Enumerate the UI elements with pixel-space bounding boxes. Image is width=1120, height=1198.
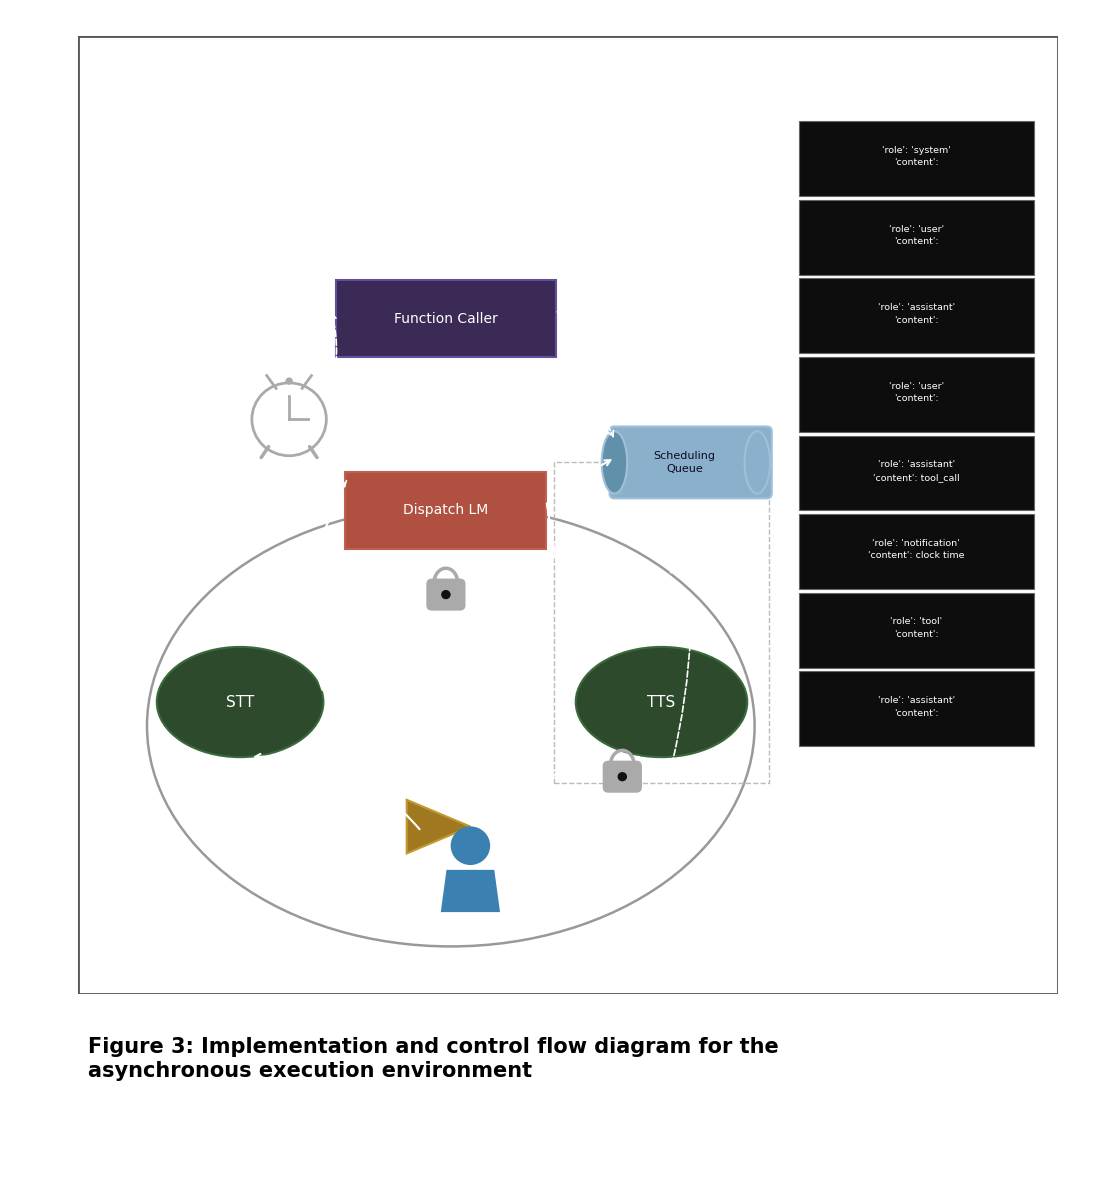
Text: 'role': 'system'
'content':: 'role': 'system' 'content': [881, 146, 951, 168]
Text: Scheduling
Queue: Scheduling Queue [653, 450, 716, 474]
Bar [799, 278, 1034, 353]
Ellipse shape [745, 431, 771, 494]
Ellipse shape [601, 431, 627, 494]
Circle shape [286, 377, 292, 385]
Text: ...: ... [400, 144, 413, 158]
Text: Dispatch LM: Dispatch LM [403, 503, 488, 518]
Bar [799, 436, 1034, 510]
Bar [553, 462, 769, 783]
Bar [799, 593, 1034, 667]
Text: STT: STT [226, 695, 254, 709]
Text: ....: .... [906, 793, 926, 809]
Text: 'role': 'assistant'
'content':: 'role': 'assistant' 'content': [878, 303, 955, 325]
Circle shape [617, 772, 627, 781]
Text: TTS: TTS [647, 695, 675, 709]
Text: 'role': 'notification'
'content': clock time: 'role': 'notification' 'content': clock … [868, 539, 964, 561]
FancyBboxPatch shape [609, 426, 772, 498]
Bar [799, 200, 1034, 274]
Bar [336, 280, 557, 357]
Text: Function Caller: Function Caller [394, 311, 497, 326]
Circle shape [450, 827, 491, 865]
Polygon shape [407, 800, 470, 853]
Text: 'role': 'assistant'
'content': tool_call: 'role': 'assistant' 'content': tool_call [872, 460, 960, 482]
Text: Figure 3: Implementation and control flow diagram for the
asynchronous execution: Figure 3: Implementation and control flo… [88, 1037, 778, 1081]
Circle shape [441, 589, 450, 599]
Bar [799, 121, 1034, 196]
Bar [799, 671, 1034, 746]
FancyBboxPatch shape [604, 762, 642, 792]
Text: 'role': 'user'
'content':: 'role': 'user' 'content': [889, 224, 944, 246]
Polygon shape [441, 870, 500, 912]
Text: 'role': 'assistant'
'content':: 'role': 'assistant' 'content': [878, 696, 955, 718]
FancyBboxPatch shape [427, 580, 465, 610]
Text: 'role': 'tool'
'content':: 'role': 'tool' 'content': [890, 617, 942, 639]
Ellipse shape [576, 647, 747, 757]
Bar [289, 194, 652, 232]
Bar [345, 472, 547, 549]
Text: ...: ... [528, 144, 541, 158]
Bar [799, 357, 1034, 431]
Bar [799, 514, 1034, 589]
Text: 'role': 'user'
'content':: 'role': 'user' 'content': [889, 382, 944, 404]
Ellipse shape [157, 647, 324, 757]
Text: Ledger: Ledger [881, 69, 951, 89]
Text: VAD: VAD [485, 821, 511, 833]
